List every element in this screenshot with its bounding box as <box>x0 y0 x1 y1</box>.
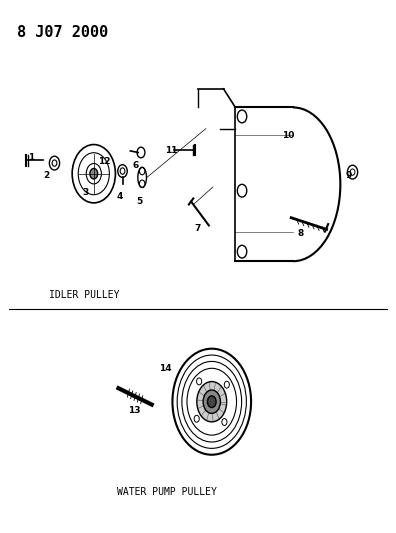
Text: 12: 12 <box>98 157 110 166</box>
Text: 14: 14 <box>160 364 172 373</box>
Text: 10: 10 <box>282 131 295 140</box>
Circle shape <box>208 396 216 408</box>
Text: 11: 11 <box>165 147 177 156</box>
Circle shape <box>224 381 229 388</box>
Text: 1: 1 <box>28 154 34 163</box>
Circle shape <box>222 418 227 425</box>
Text: 13: 13 <box>128 406 141 415</box>
Text: 2: 2 <box>44 171 50 180</box>
Text: 4: 4 <box>116 192 122 201</box>
Text: 9: 9 <box>345 171 351 180</box>
Circle shape <box>196 378 202 385</box>
Text: 3: 3 <box>83 188 89 197</box>
Circle shape <box>203 390 221 414</box>
Text: 6: 6 <box>133 161 139 170</box>
Circle shape <box>90 168 98 179</box>
Circle shape <box>197 382 227 422</box>
Circle shape <box>194 415 199 422</box>
Text: 8 J07 2000: 8 J07 2000 <box>17 25 109 41</box>
Text: 8: 8 <box>297 229 303 238</box>
Text: 5: 5 <box>137 197 143 206</box>
Text: 7: 7 <box>195 224 201 233</box>
Text: IDLER PULLEY: IDLER PULLEY <box>49 290 119 301</box>
Text: WATER PUMP PULLEY: WATER PUMP PULLEY <box>117 487 217 497</box>
